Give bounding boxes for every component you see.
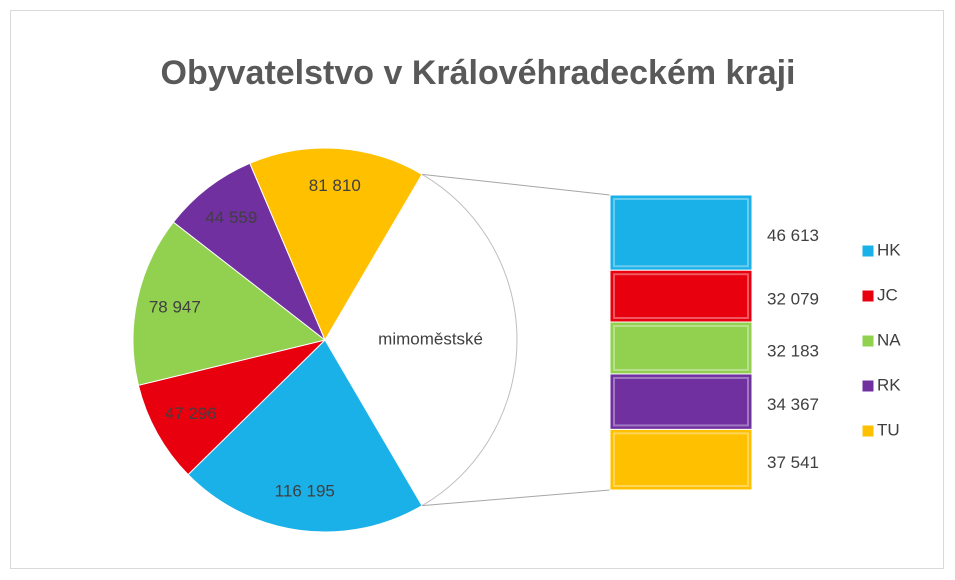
bar-segment bbox=[609, 194, 753, 271]
bar-bevel bbox=[613, 325, 749, 371]
bar-bevel bbox=[613, 273, 749, 320]
legend-swatch bbox=[861, 379, 875, 393]
legend-label: JC bbox=[877, 285, 898, 304]
legend-label: NA bbox=[877, 330, 901, 349]
connector-line bbox=[421, 173, 611, 196]
legend-label: HK bbox=[877, 240, 901, 259]
bar-segment bbox=[609, 428, 753, 491]
pie-value-label: 44 559 bbox=[205, 208, 257, 227]
bar-bevel bbox=[613, 376, 749, 427]
pie-slice-other bbox=[324, 173, 518, 507]
bar-segment bbox=[609, 373, 753, 430]
legend-swatch bbox=[861, 334, 875, 348]
pie-value-label: 47 296 bbox=[165, 404, 217, 423]
legend-swatch bbox=[861, 424, 875, 438]
bar-value-label: 34 367 bbox=[767, 395, 819, 414]
bar-value-label: 32 079 bbox=[767, 290, 819, 309]
legend-label: RK bbox=[877, 375, 901, 394]
legend-swatch bbox=[861, 289, 875, 303]
bar-segment bbox=[609, 269, 753, 323]
bar-bevel bbox=[613, 432, 749, 488]
bar-segment bbox=[609, 321, 753, 375]
bar-value-label: 32 183 bbox=[767, 341, 819, 360]
pie-slice bbox=[187, 339, 423, 533]
pie-value-label: 78 947 bbox=[149, 297, 201, 316]
pie-slice bbox=[137, 339, 327, 476]
pie-slice bbox=[249, 147, 423, 342]
legend-label: TU bbox=[877, 420, 900, 439]
chart-title: Obyvatelstvo v Královéhradeckém kraji bbox=[161, 54, 796, 92]
pie-slice bbox=[172, 162, 327, 342]
pie-value-label: 116 195 bbox=[275, 482, 335, 501]
pie-slice bbox=[132, 221, 327, 386]
pie-value-label: 81 810 bbox=[309, 176, 361, 195]
legend-swatch bbox=[861, 244, 875, 258]
bar-value-label: 46 613 bbox=[767, 226, 819, 245]
bar-bevel bbox=[613, 198, 749, 268]
pie-label: mimoměstské bbox=[378, 329, 483, 348]
connector-line bbox=[421, 489, 611, 507]
bar-value-label: 37 541 bbox=[767, 453, 819, 472]
